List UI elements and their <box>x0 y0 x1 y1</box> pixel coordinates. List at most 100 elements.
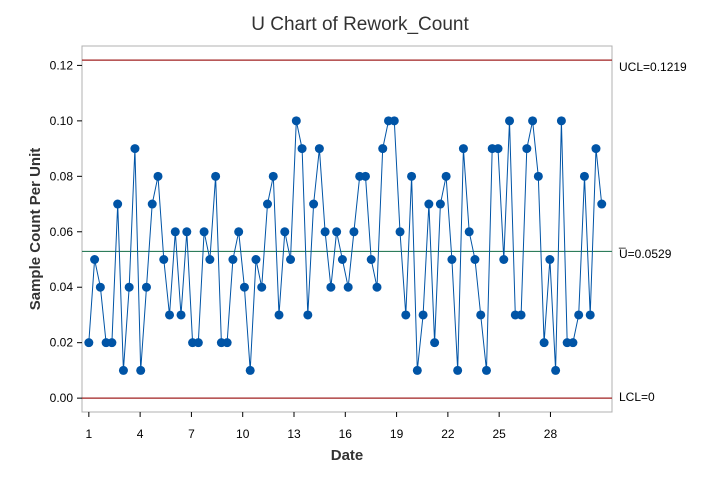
data-point <box>476 310 486 320</box>
chart-title: U Chart of Rework_Count <box>251 14 469 35</box>
y-tick-label: 0.10 <box>50 114 74 128</box>
y-tick-label: 0.00 <box>50 391 74 405</box>
data-point <box>395 227 405 237</box>
data-point <box>182 227 192 237</box>
data-point <box>286 255 296 264</box>
x-tick-label: 22 <box>441 427 455 441</box>
data-point <box>303 310 313 320</box>
x-tick-label: 10 <box>236 427 250 441</box>
data-point <box>147 199 157 209</box>
x-tick-label: 25 <box>492 427 506 441</box>
x-tick-label: 1 <box>85 427 92 441</box>
data-point <box>199 227 209 237</box>
center-line-bar: _ <box>618 235 626 249</box>
data-point <box>401 310 411 320</box>
data-point <box>551 365 561 375</box>
data-point <box>297 144 307 154</box>
data-point <box>211 171 221 181</box>
x-tick-label: 16 <box>339 427 353 441</box>
data-point <box>107 338 117 348</box>
center-line-label: U=0.0529 <box>619 247 672 261</box>
plot-frame <box>81 45 613 413</box>
data-point <box>262 199 272 209</box>
data-point <box>407 171 417 181</box>
y-tick-label: 0.04 <box>50 280 74 294</box>
data-point <box>389 116 399 126</box>
data-point <box>84 338 94 348</box>
data-point <box>574 310 584 320</box>
data-point <box>372 282 382 292</box>
data-point <box>234 227 244 237</box>
data-point <box>130 144 140 154</box>
data-point <box>90 255 100 264</box>
data-point <box>505 116 515 126</box>
data-point <box>464 227 474 237</box>
data-point <box>251 255 261 264</box>
data-point <box>280 227 290 237</box>
data-point <box>141 282 151 292</box>
data-point <box>528 116 538 126</box>
data-point <box>337 255 347 264</box>
data-point <box>493 144 503 154</box>
y-tick-label: 0.12 <box>50 58 74 72</box>
data-point <box>412 365 422 375</box>
data-point <box>291 116 301 126</box>
data-point <box>314 144 324 154</box>
data-point <box>418 310 428 320</box>
data-point <box>447 255 457 264</box>
data-point <box>435 199 445 209</box>
data-point <box>332 227 342 237</box>
data-point <box>153 171 163 181</box>
data-point <box>539 338 549 348</box>
data-point <box>95 282 105 292</box>
y-axis: 0.00 0.02 0.04 0.06 0.08 0.10 0.12 <box>50 58 82 405</box>
data-point <box>326 282 336 292</box>
data-point <box>378 144 388 154</box>
x-tick-label: 19 <box>390 427 404 441</box>
data-point <box>222 338 232 348</box>
data-point <box>522 144 532 154</box>
data-point <box>597 199 607 209</box>
data-point <box>118 365 128 375</box>
y-tick-label: 0.02 <box>50 336 74 350</box>
data-point <box>533 171 543 181</box>
data-point <box>165 310 175 320</box>
data-point <box>481 365 491 375</box>
data-point <box>239 282 249 292</box>
data-point <box>585 310 595 320</box>
data-point <box>124 282 134 292</box>
data-point <box>205 255 215 264</box>
data-point <box>320 227 330 237</box>
x-axis-title: Date <box>331 447 364 464</box>
x-tick-label: 13 <box>287 427 301 441</box>
data-point <box>591 144 601 154</box>
x-axis: 1 4 7 10 13 16 19 22 25 28 <box>85 412 557 441</box>
x-tick-label: 4 <box>137 427 144 441</box>
data-point <box>579 171 589 181</box>
data-point <box>170 227 180 237</box>
data-point <box>470 255 480 264</box>
data-point <box>556 116 566 126</box>
ucl-label: UCL=0.1219 <box>619 60 687 74</box>
y-tick-label: 0.08 <box>50 169 74 183</box>
data-point <box>453 365 463 375</box>
data-point <box>458 144 468 154</box>
data-point <box>349 227 359 237</box>
data-point <box>176 310 186 320</box>
data-point <box>193 338 203 348</box>
x-tick-label: 7 <box>188 427 195 441</box>
data-point <box>268 171 278 181</box>
data-point <box>113 199 123 209</box>
data-point <box>441 171 451 181</box>
data-point <box>159 255 169 264</box>
data-point <box>257 282 267 292</box>
y-tick-label: 0.06 <box>50 225 74 239</box>
data-point <box>499 255 509 264</box>
data-point <box>343 282 353 292</box>
lcl-label: LCL=0 <box>619 390 655 404</box>
data-point <box>274 310 284 320</box>
y-axis-title: Sample Count Per Unit <box>27 148 44 311</box>
data-point <box>228 255 238 264</box>
data-series <box>84 116 607 375</box>
